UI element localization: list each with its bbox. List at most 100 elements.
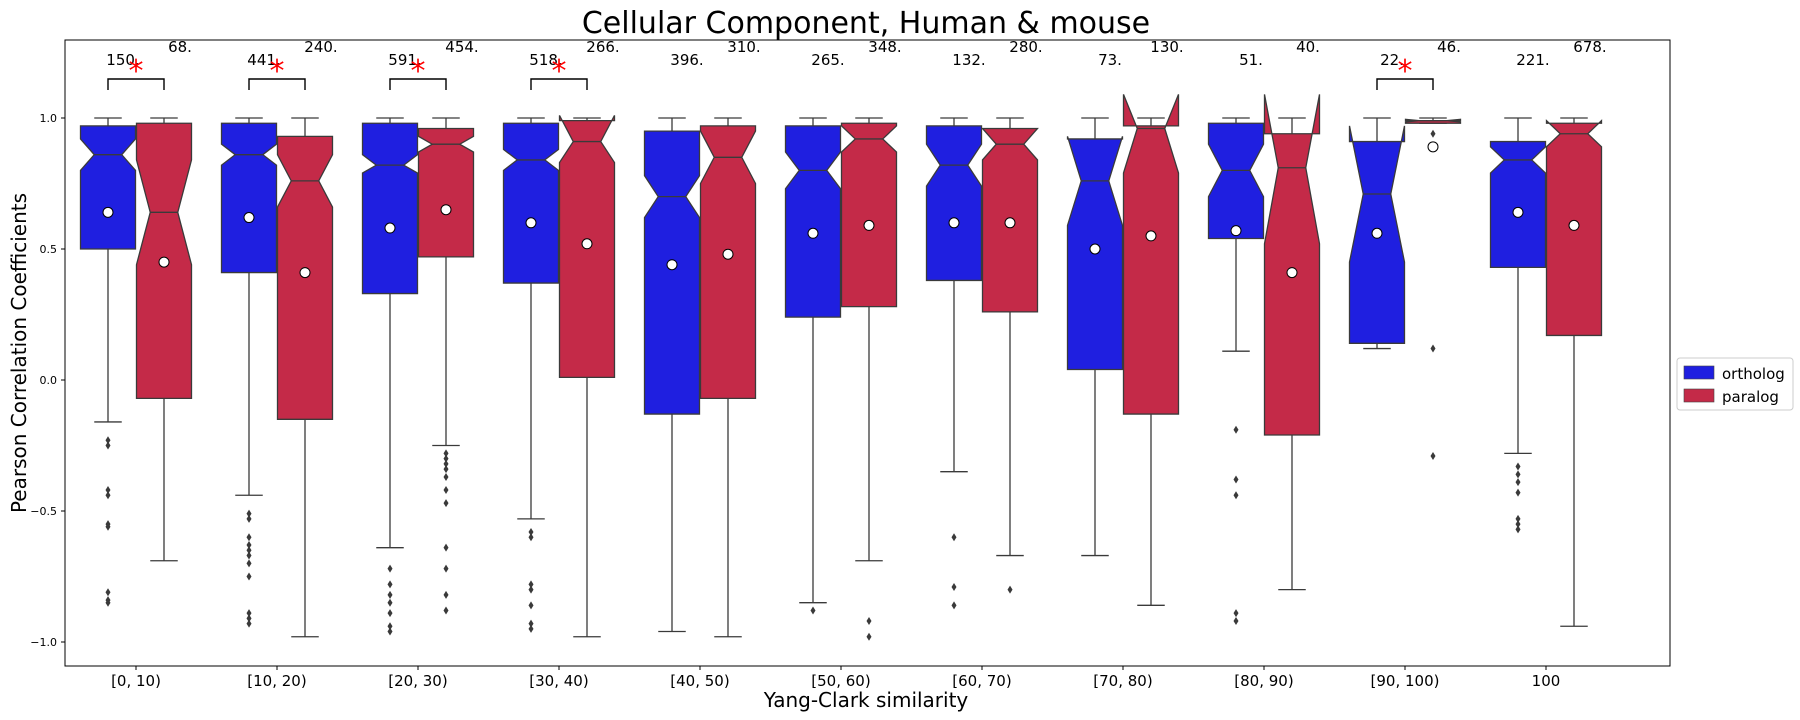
y-axis: −1.0 −0.5 0.0 0.5 1.0 <box>30 112 65 649</box>
count-label-ortholog: 51. <box>1239 51 1263 69</box>
box-body <box>220 122 278 274</box>
outlier-point <box>528 585 534 594</box>
significance-bracket <box>248 78 306 90</box>
outlier-point <box>246 533 252 542</box>
outlier-point <box>443 499 449 508</box>
outlier-point <box>1430 451 1436 460</box>
significance-annotations: 150.68.* 441.240.* 591.454.* 518.266.* 396.3… <box>106 38 1607 90</box>
outlier-point <box>387 590 393 599</box>
outlier-point <box>528 619 534 628</box>
box-body <box>1207 122 1265 240</box>
significance-star: * <box>1398 54 1413 89</box>
count-label-paralog: 454. <box>445 38 478 56</box>
count-label-paralog: 240. <box>304 38 337 56</box>
mean-marker <box>384 222 396 234</box>
outlier-point <box>105 522 111 531</box>
significance-bracket <box>530 78 588 90</box>
mean-marker <box>807 227 819 239</box>
outlier-point <box>443 472 449 481</box>
box-ortholog-2 <box>361 117 419 636</box>
count-label-paralog: 40. <box>1296 38 1320 56</box>
box-body <box>643 130 701 415</box>
box-body <box>699 125 757 399</box>
outlier-point <box>443 590 449 599</box>
outlier-point <box>1430 344 1436 353</box>
mean-marker <box>1286 267 1298 279</box>
mean-marker <box>948 217 960 229</box>
x-tick-label: [40, 50) <box>670 672 729 690</box>
mean-marker <box>722 248 734 260</box>
outlier-point <box>1233 617 1239 626</box>
outlier-point <box>105 486 111 495</box>
outlier-point <box>246 609 252 618</box>
outlier-point <box>443 454 449 463</box>
mean-marker <box>863 219 875 231</box>
outlier-point <box>443 459 449 468</box>
mean-marker <box>1568 219 1580 231</box>
outlier-point <box>246 559 252 568</box>
outlier-point <box>528 533 534 542</box>
significance-star: * <box>552 54 567 89</box>
significance-star: * <box>129 54 144 89</box>
outlier-point <box>1430 129 1436 138</box>
box-paralog-2 <box>417 117 475 615</box>
outlier-point <box>443 543 449 552</box>
x-tick-label: [10, 20) <box>247 672 306 690</box>
box-body <box>79 125 137 250</box>
significance-bracket <box>1376 78 1434 90</box>
legend-swatch-ortholog <box>1683 365 1715 380</box>
box-paralog-5 <box>840 117 898 641</box>
box-ortholog-10 <box>1489 117 1547 534</box>
outlier-point <box>810 606 816 615</box>
count-label-paralog: 280. <box>1009 38 1042 56</box>
outlier-point <box>443 564 449 573</box>
mean-marker <box>243 212 255 224</box>
count-label-paralog: 266. <box>586 38 619 56</box>
outlier-point <box>1515 462 1521 471</box>
box-ortholog-3 <box>502 117 560 633</box>
box-body <box>840 122 898 308</box>
outlier-point <box>443 449 449 458</box>
outlier-point <box>246 572 252 581</box>
mean-marker <box>525 217 537 229</box>
count-label-paralog: 348. <box>868 38 901 56</box>
outlier-point <box>1515 478 1521 487</box>
box-ortholog-1 <box>220 117 278 628</box>
chart-title: Cellular Component, Human & mouse <box>582 6 1150 41</box>
outlier-point <box>246 541 252 550</box>
count-label-paralog: 310. <box>727 38 760 56</box>
significance-star: * <box>411 54 426 89</box>
box-body <box>417 127 475 258</box>
box-ortholog-7 <box>1066 117 1124 557</box>
box-paralog-8 <box>1263 94 1321 591</box>
x-axis: [0, 10) [10, 20) [20, 30) [30, 40) [40, 50) [… <box>111 666 1560 690</box>
outlier-point <box>1515 525 1521 534</box>
x-tick-label: [60, 70) <box>952 672 1011 690</box>
mean-marker <box>1427 141 1439 153</box>
outlier-point <box>866 617 872 626</box>
outlier-point <box>246 546 252 555</box>
box-paralog-1 <box>276 117 334 638</box>
x-tick-label: [70, 80) <box>1093 672 1152 690</box>
outlier-point <box>105 598 111 607</box>
mean-marker <box>1230 225 1242 237</box>
outlier-point <box>528 527 534 536</box>
count-label-ortholog: 73. <box>1098 51 1122 69</box>
box-body <box>361 122 419 295</box>
outlier-point <box>387 598 393 607</box>
outlier-point <box>528 624 534 633</box>
mean-marker <box>1371 227 1383 239</box>
outlier-point <box>951 582 957 591</box>
outlier-point <box>443 486 449 495</box>
x-tick-label: [30, 40) <box>529 672 588 690</box>
mean-marker <box>581 238 593 250</box>
count-label-paralog: 46. <box>1437 38 1461 56</box>
box-paralog-7 <box>1122 94 1180 606</box>
outlier-point <box>951 601 957 610</box>
outlier-point <box>246 551 252 560</box>
mean-marker <box>1089 243 1101 255</box>
y-tick-label: 1.0 <box>40 112 58 125</box>
count-label-ortholog: 591. <box>388 51 421 69</box>
outlier-point <box>105 588 111 597</box>
box-ortholog-4 <box>643 117 701 633</box>
